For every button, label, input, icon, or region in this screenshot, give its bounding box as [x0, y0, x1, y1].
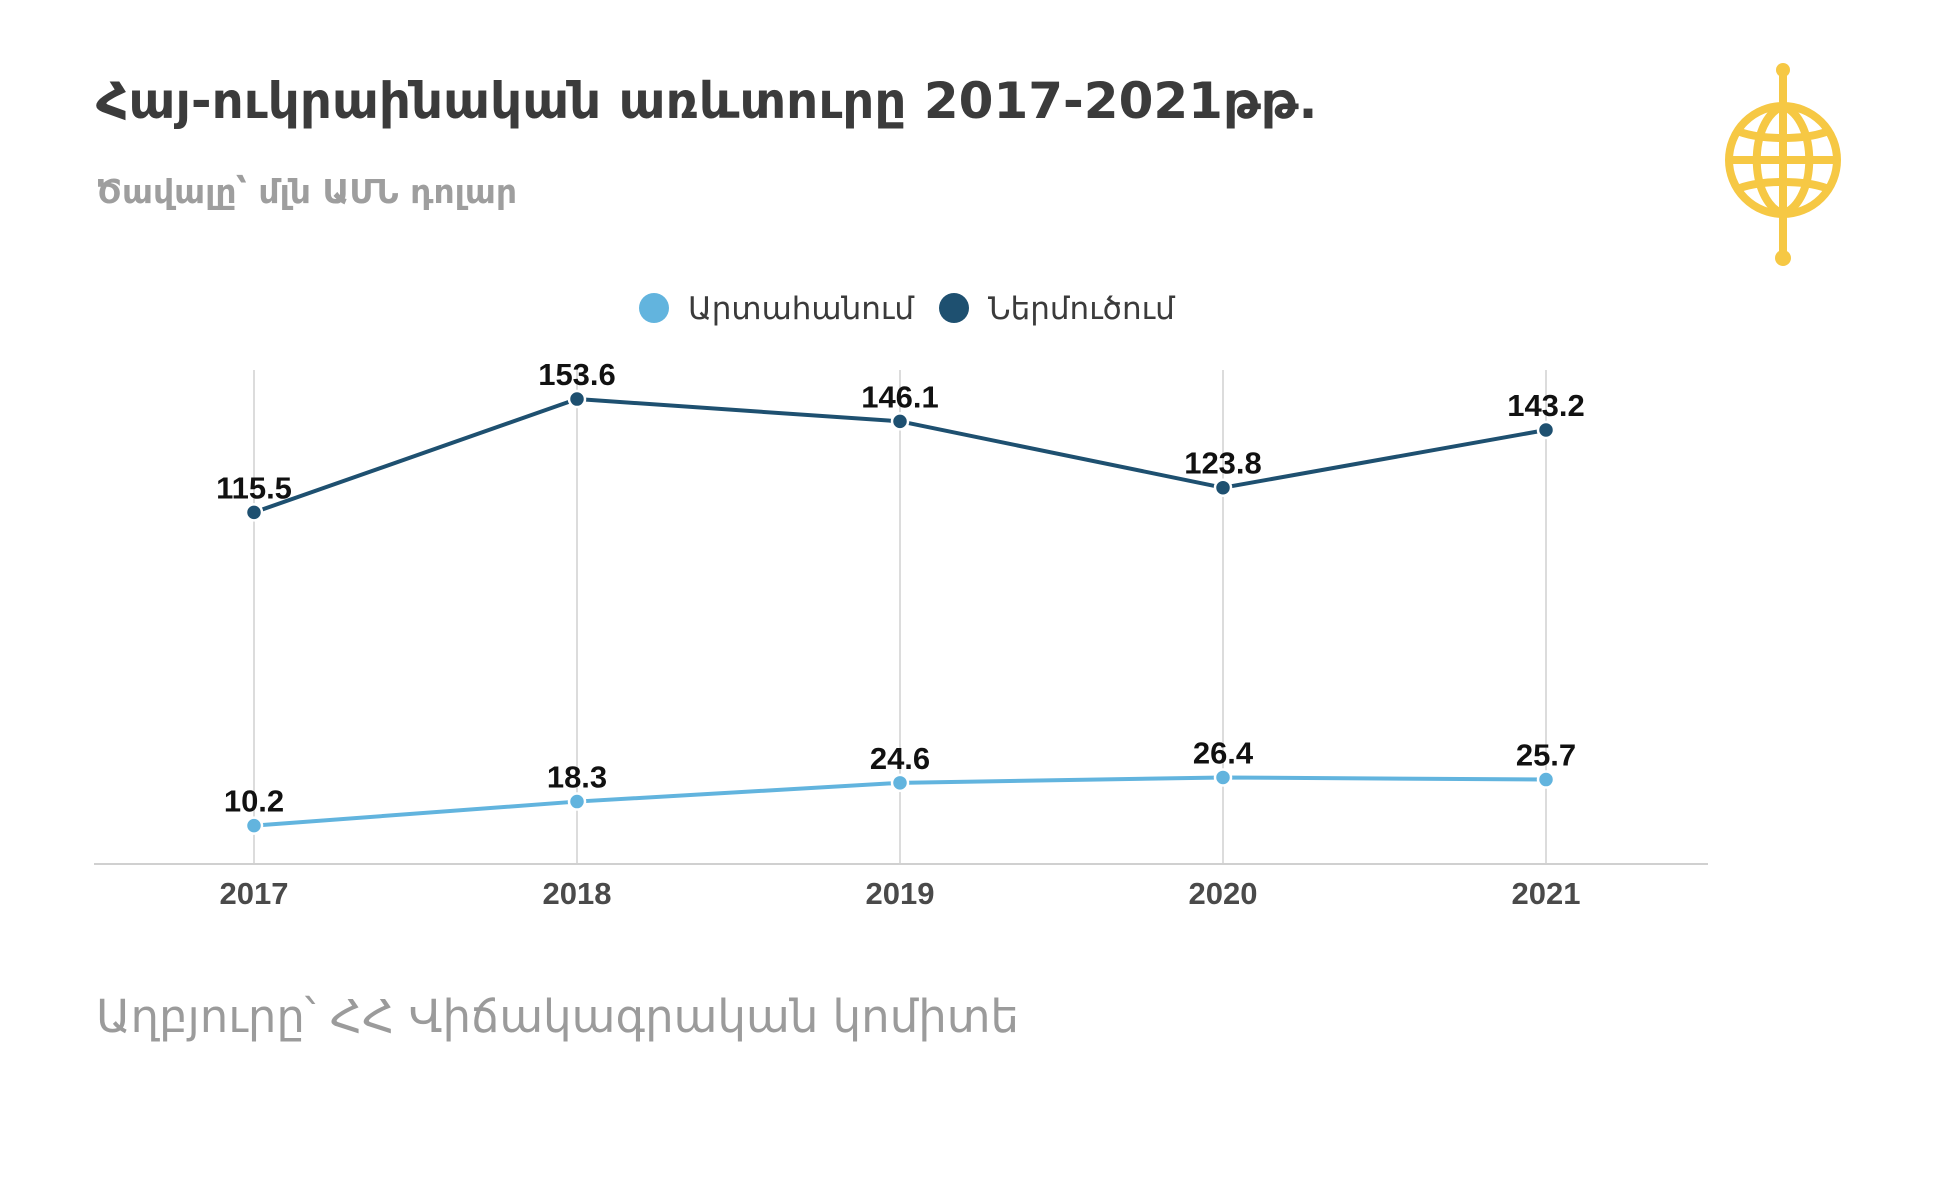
data-label: 26.4 [1193, 735, 1254, 770]
data-point [567, 792, 587, 811]
x-tick-label: 2020 [1189, 876, 1258, 911]
globe-logo-icon [1725, 63, 1841, 266]
chart-legend: Արտահանում Ներմուծում [639, 291, 1176, 327]
legend-label: Արտահանում [688, 291, 915, 327]
legend-swatch [939, 293, 969, 323]
data-point [244, 503, 264, 522]
data-point [890, 412, 910, 431]
data-label: 123.8 [1184, 446, 1262, 481]
chart-series [244, 389, 1556, 835]
chart-title: Հայ-ուկրաինական առևտուրը 2017-2021թթ. [96, 72, 1318, 130]
data-label: 24.6 [870, 741, 930, 776]
data-point [567, 389, 587, 409]
legend-label: Ներմուծում [988, 291, 1176, 327]
data-label: 10.2 [224, 784, 284, 819]
data-label: 153.6 [538, 357, 616, 392]
chart-subtitle: Ծավալը՝ մլն ԱՄՆ դոլար [96, 172, 518, 211]
x-axis-ticks: 2017 2018 2019 2020 2021 [220, 876, 1581, 911]
x-tick-label: 2017 [220, 876, 289, 911]
data-point [244, 816, 264, 835]
data-label: 146.1 [861, 379, 939, 414]
chart-data-labels: 10.2 18.3 24.6 26.4 25.7 115.5 153.6 146.1 123.8… [216, 357, 1585, 819]
data-label: 115.5 [216, 470, 292, 505]
data-label: 25.7 [1516, 738, 1576, 773]
legend-swatch [639, 293, 669, 323]
data-point [1536, 420, 1556, 440]
x-tick-label: 2021 [1512, 876, 1581, 911]
data-point [1536, 770, 1556, 789]
x-tick-label: 2019 [866, 876, 935, 911]
data-label: 143.2 [1507, 388, 1585, 423]
data-label: 18.3 [547, 760, 607, 795]
source-note: Աղբյուրը՝ ՀՀ Վիճակագրական կոմիտե [96, 990, 1020, 1043]
data-point [1213, 768, 1233, 787]
data-point [890, 773, 910, 793]
x-tick-label: 2018 [543, 876, 612, 911]
data-point [1213, 478, 1233, 497]
